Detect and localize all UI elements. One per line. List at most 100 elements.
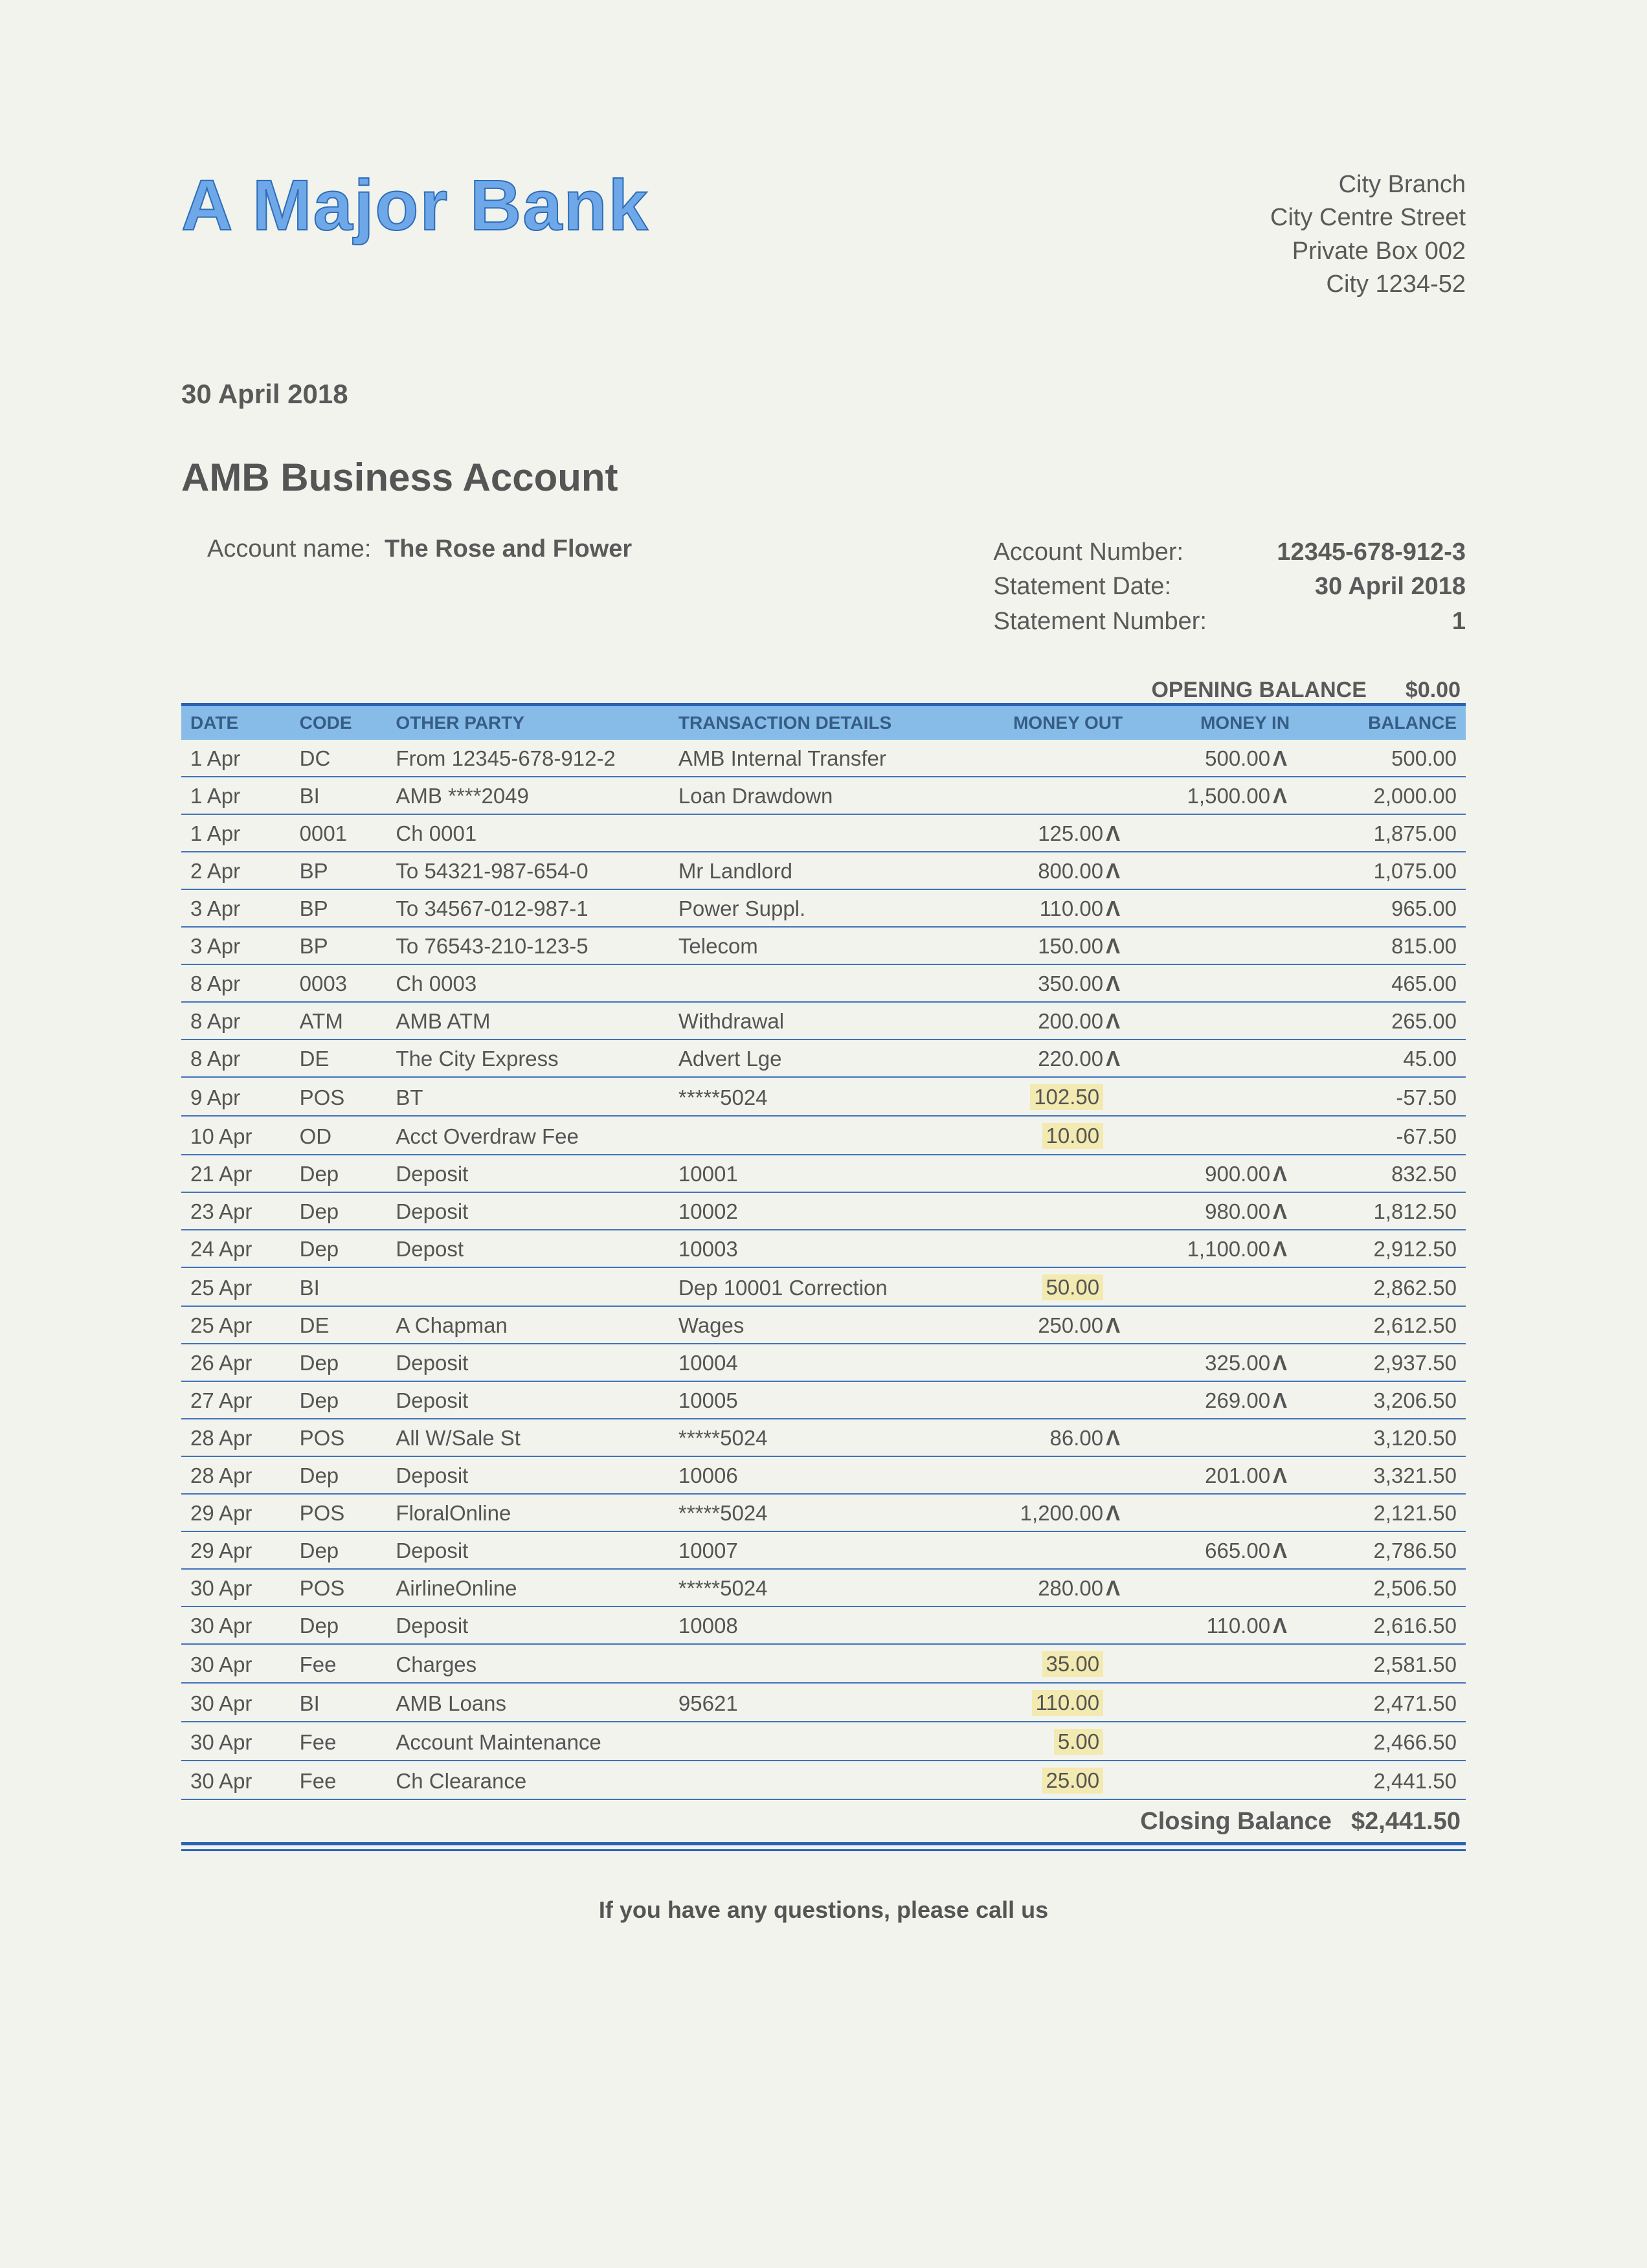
table-cell: 1,100.00Λ [1132,1230,1299,1267]
table-row: 1 Apr0001Ch 0001125.00ΛΛ1,875.00 [181,814,1466,852]
table-cell: 2,937.50 [1299,1344,1466,1381]
table-cell: Λ [952,777,1132,814]
table-cell: 350.00Λ [952,964,1132,1002]
table-cell: DE [291,1040,387,1077]
opening-balance-row: OPENING BALANCE $0.00 [181,678,1466,706]
table-cell: *****5024 [669,1494,952,1531]
table-cell: 3 Apr [181,889,291,927]
table-cell: Dep [291,1606,387,1644]
table-cell: 2,471.50 [1299,1683,1466,1722]
table-cell: Dep [291,1192,387,1230]
table-cell: Fee [291,1761,387,1799]
table-cell: Deposit [387,1192,669,1230]
table-cell: 2 Apr [181,852,291,889]
table-cell: 10002 [669,1192,952,1230]
table-cell: 30 Apr [181,1606,291,1644]
table-head-row: DATECODEOTHER PARTYTRANSACTION DETAILSMO… [181,706,1466,740]
table-cell: 10007 [669,1531,952,1569]
table-cell: 1,500.00Λ [1132,777,1299,814]
table-cell: Λ [952,740,1132,777]
table-cell: Λ [1132,1419,1299,1456]
table-cell: 25 Apr [181,1267,291,1306]
table-row: 27 AprDepDeposit10005Λ269.00Λ3,206.50 [181,1381,1466,1419]
table-cell: AMB ****2049 [387,777,669,814]
table-cell: 25.00Λ [952,1761,1132,1799]
account-number-label: Account Number: [994,535,1207,570]
table-cell: 9 Apr [181,1077,291,1116]
table-cell: Fee [291,1644,387,1683]
statement-date-label: Statement Date: [994,570,1207,604]
table-row: 30 AprPOSAirlineOnline*****5024280.00ΛΛ2… [181,1569,1466,1606]
branch-line-4: City 1234-52 [1270,268,1466,301]
table-cell: 325.00Λ [1132,1344,1299,1381]
table-cell: Dep [291,1155,387,1192]
table-cell: 0003 [291,964,387,1002]
table-row: 28 AprPOSAll W/Sale St*****502486.00ΛΛ3,… [181,1419,1466,1456]
opening-balance-label: OPENING BALANCE [1151,678,1366,703]
table-row: 8 AprDEThe City ExpressAdvert Lge220.00Λ… [181,1040,1466,1077]
table-cell [387,1267,669,1306]
table-cell: 10 Apr [181,1116,291,1155]
table-cell: 50.00Λ [952,1267,1132,1306]
table-cell: 2,506.50 [1299,1569,1466,1606]
table-cell: Mr Landlord [669,852,952,889]
account-number-value: 12345-678-912-3 [1246,535,1466,570]
table-cell: Λ [952,1531,1132,1569]
table-row: 1 AprBIAMB ****2049Loan DrawdownΛ1,500.0… [181,777,1466,814]
table-head: DATECODEOTHER PARTYTRANSACTION DETAILSMO… [181,706,1466,740]
table-cell: 2,786.50 [1299,1531,1466,1569]
table-cell: 45.00 [1299,1040,1466,1077]
statement-date-value: 30 April 2018 [1246,570,1466,604]
table-row: 28 AprDepDeposit10006Λ201.00Λ3,321.50 [181,1456,1466,1494]
table-cell: Λ [1132,1722,1299,1761]
table-cell: 1,075.00 [1299,852,1466,889]
table-cell: AirlineOnline [387,1569,669,1606]
account-name-label: Account name: [207,535,371,562]
statement-number-value: 1 [1246,605,1466,639]
table-cell: 2,000.00 [1299,777,1466,814]
table-cell: 30 Apr [181,1722,291,1761]
table-cell: 10003 [669,1230,952,1267]
table-cell: 1,875.00 [1299,814,1466,852]
table-cell: Deposit [387,1155,669,1192]
table-cell: 95621 [669,1683,952,1722]
double-rule [181,1849,1466,1851]
table-row: 8 AprATMAMB ATMWithdrawal200.00ΛΛ265.00 [181,1002,1466,1040]
branch-line-2: City Centre Street [1270,201,1466,234]
table-cell: 800.00Λ [952,852,1132,889]
table-cell: The City Express [387,1040,669,1077]
table-row: 9 AprPOSBT*****5024102.50ΛΛ-57.50 [181,1077,1466,1116]
column-header: MONEY OUT [952,706,1132,740]
table-cell: 10004 [669,1344,952,1381]
table-cell: 2,862.50 [1299,1267,1466,1306]
table-row: 30 AprBIAMB Loans95621110.00ΛΛ2,471.50 [181,1683,1466,1722]
account-name-block: Account name: The Rose and Flower [181,535,632,639]
table-cell: From 12345-678-912-2 [387,740,669,777]
table-cell: *****5024 [669,1077,952,1116]
table-cell: 29 Apr [181,1531,291,1569]
table-cell: 3,206.50 [1299,1381,1466,1419]
table-cell: BI [291,1683,387,1722]
table-cell: Dep [291,1456,387,1494]
table-row: 8 Apr0003Ch 0003350.00ΛΛ465.00 [181,964,1466,1002]
bank-name: A Major Bank [181,168,649,243]
table-cell: 110.00Λ [1132,1606,1299,1644]
table-cell: 980.00Λ [1132,1192,1299,1230]
table-cell: FloralOnline [387,1494,669,1531]
table-cell: *****5024 [669,1569,952,1606]
table-cell: 110.00Λ [952,1683,1132,1722]
table-cell: 8 Apr [181,1040,291,1077]
table-row: 25 AprDEA ChapmanWages250.00ΛΛ2,612.50 [181,1306,1466,1344]
table-cell: Λ [1132,964,1299,1002]
table-cell: Λ [1132,1267,1299,1306]
table-cell: Λ [1132,1683,1299,1722]
table-cell: Λ [952,1230,1132,1267]
branch-line-3: Private Box 002 [1270,235,1466,268]
table-cell: 1 Apr [181,740,291,777]
table-cell: 8 Apr [181,1002,291,1040]
table-cell: Λ [952,1155,1132,1192]
table-cell: AMB Internal Transfer [669,740,952,777]
table-cell: Λ [1132,852,1299,889]
table-cell: To 76543-210-123-5 [387,927,669,964]
table-cell: 26 Apr [181,1344,291,1381]
